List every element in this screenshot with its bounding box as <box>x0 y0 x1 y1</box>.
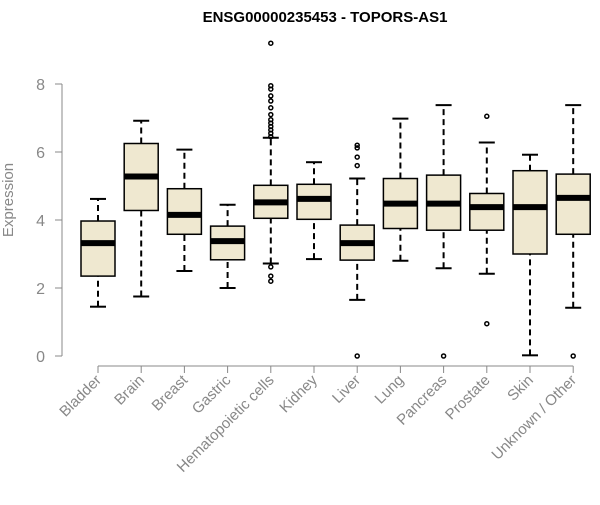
outlier-point <box>484 113 490 120</box>
x-tick-label: Lung <box>372 372 408 408</box>
outlier-point <box>354 145 360 151</box>
y-axis: 0 2 4 6 8 <box>36 77 63 366</box>
outlier-point <box>354 162 360 169</box>
box-group <box>382 117 419 262</box>
box-group <box>339 142 375 359</box>
outlier-point <box>268 93 274 99</box>
iqr-box <box>166 187 203 236</box>
iqr-box <box>555 173 591 236</box>
outlier-point <box>268 111 274 118</box>
x-tick-label: Liver <box>329 372 364 407</box>
outlier-point <box>268 40 274 46</box>
outlier-point <box>268 264 274 270</box>
outlier-point <box>354 154 360 160</box>
outlier-point <box>354 353 360 359</box>
x-tick-label: Bladder <box>56 372 105 421</box>
y-tick-label: 8 <box>36 77 45 94</box>
outlier-point <box>268 82 274 89</box>
iqr-box <box>469 192 505 231</box>
chart-title: ENSG00000235453 - TOPORS-AS1 <box>203 9 448 26</box>
outlier-point <box>484 320 490 327</box>
box-group <box>80 197 116 308</box>
outlier-point <box>354 142 360 148</box>
box-group <box>253 40 289 284</box>
x-tick-label: Prostate <box>442 372 494 424</box>
box-group <box>123 119 159 298</box>
y-tick-label: 4 <box>36 213 45 230</box>
box-group <box>555 104 591 359</box>
x-tick-label: Skin <box>504 372 537 405</box>
box-group <box>209 203 246 289</box>
boxes-layer <box>80 40 591 359</box>
iqr-box <box>512 169 548 255</box>
box-group <box>296 161 332 261</box>
box-group <box>425 104 462 359</box>
y-tick-label: 6 <box>36 145 45 162</box>
x-tick-label: Brain <box>111 372 148 409</box>
x-tick-label: Kidney <box>276 371 321 416</box>
y-tick-label: 0 <box>36 349 45 366</box>
outlier-point <box>440 353 447 359</box>
outlier-point <box>570 353 576 359</box>
y-axis-label: Expression <box>0 163 17 237</box>
outlier-point <box>268 273 274 279</box>
box-group <box>166 148 203 272</box>
y-tick-label: 2 <box>36 281 45 298</box>
outlier-point <box>268 116 274 123</box>
box-group <box>469 113 505 327</box>
iqr-box <box>80 220 116 277</box>
outlier-point <box>268 105 274 111</box>
box-group <box>512 153 548 357</box>
outlier-point <box>268 98 274 104</box>
x-tick-label: Breast <box>149 371 192 414</box>
outlier-point <box>268 278 274 284</box>
